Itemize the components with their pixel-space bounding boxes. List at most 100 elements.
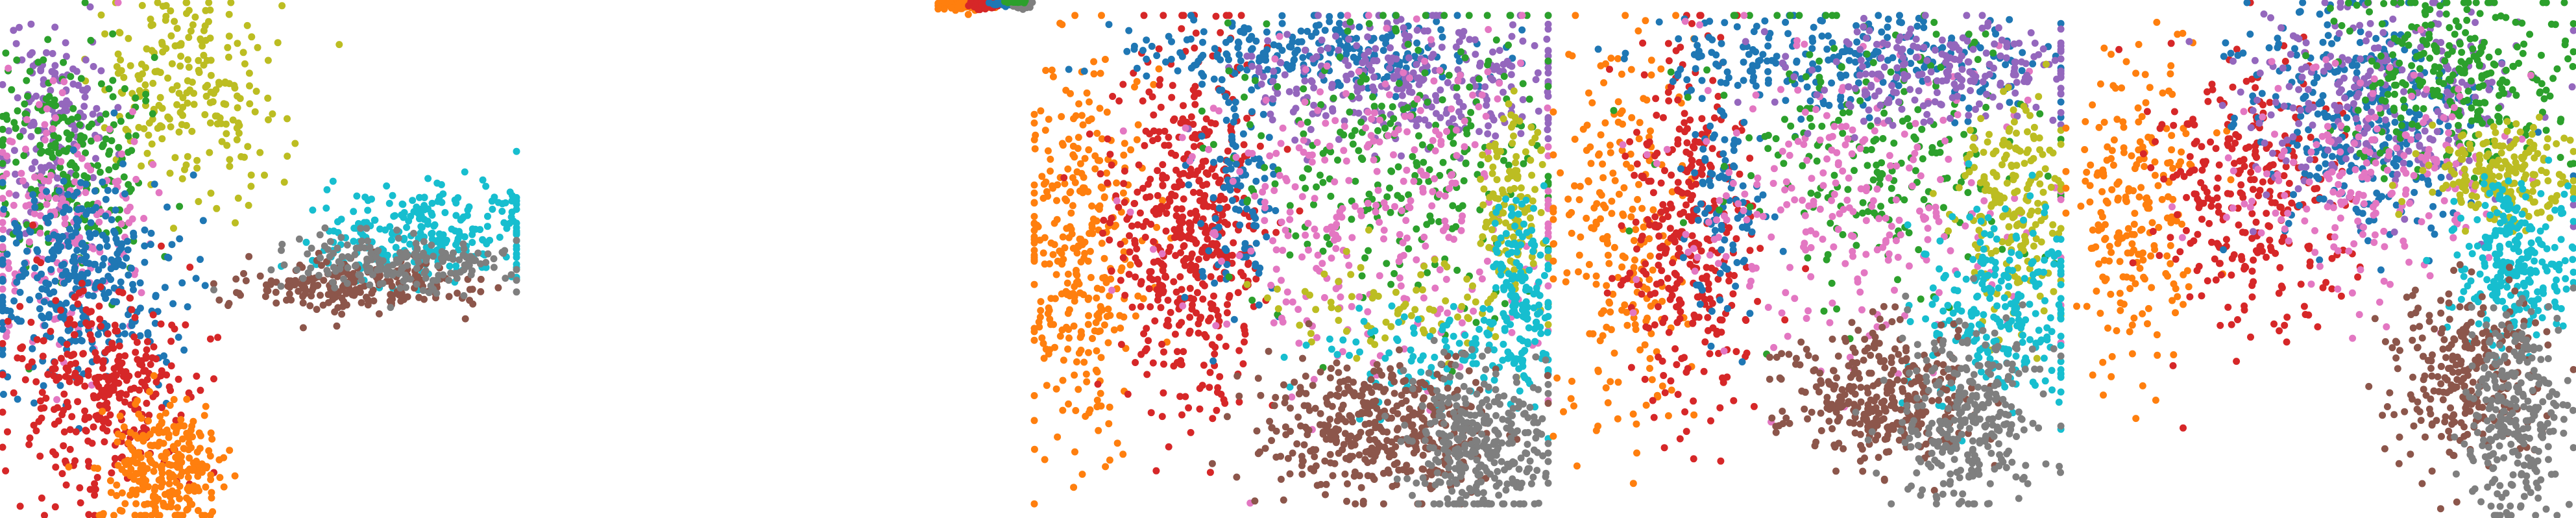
scatter-point (60, 406, 67, 414)
scatter-point (404, 252, 411, 260)
scatter-point (1424, 27, 1431, 35)
scatter-point (1176, 178, 1183, 185)
scatter-point (1143, 217, 1150, 225)
scatter-point (43, 188, 51, 195)
scatter-point (393, 227, 401, 234)
scatter-point (1225, 12, 1233, 19)
scatter-point (1060, 356, 1067, 364)
scatter-point (1496, 47, 1503, 55)
scatter-point (30, 210, 38, 217)
scatter-point (1211, 215, 1219, 223)
scatter-point (103, 236, 110, 243)
scatter-point (16, 132, 24, 140)
scatter-point (306, 302, 314, 310)
scatter-point (1100, 321, 1108, 329)
scatter-point (138, 162, 145, 170)
scatter-point (1396, 230, 1403, 238)
scatter-point (1250, 221, 1258, 229)
scatter-point (45, 162, 53, 169)
scatter-point (1467, 108, 1475, 116)
scatter-point (13, 56, 21, 64)
scatter-point (1147, 303, 1154, 311)
scatter-point (1319, 149, 1327, 157)
scatter-point (99, 261, 106, 269)
scatter-point (210, 375, 217, 383)
scatter-point (1198, 80, 1206, 88)
scatter-point (51, 96, 58, 104)
scatter-point (178, 279, 186, 287)
scatter-point (1261, 164, 1269, 171)
scatter-point (1211, 343, 1219, 351)
scatter-point (308, 244, 315, 252)
scatter-point (1460, 177, 1468, 184)
scatter-point (437, 232, 444, 240)
scatter-point (1205, 247, 1213, 254)
scatter-point (36, 452, 44, 460)
scatter-point (1364, 199, 1372, 207)
scatter-point (122, 125, 130, 133)
scatter-point (131, 314, 139, 321)
scatter-point (128, 321, 136, 329)
scatter-point (1500, 115, 1507, 123)
scatter-point (413, 203, 420, 211)
scatter-point (1143, 371, 1151, 378)
scatter-point (246, 82, 253, 90)
scatter-point (145, 417, 152, 425)
scatter-point (132, 94, 140, 102)
scatter-point (1210, 292, 1217, 300)
scatter-point (1348, 216, 1355, 223)
scatter-point (1084, 321, 1092, 328)
scatter-point (1105, 21, 1113, 29)
scatter-point (1211, 279, 1219, 287)
scatter-point (1149, 137, 1156, 145)
scatter-point (1158, 340, 1166, 348)
scatter-point (1343, 157, 1350, 165)
scatter-point (363, 293, 370, 301)
scatter-point (1080, 68, 1088, 75)
scatter-point (193, 373, 200, 380)
scatter-point (1269, 95, 1276, 103)
scatter-point (62, 481, 70, 489)
scatter-point (156, 438, 164, 446)
scatter-point (132, 500, 140, 508)
scatter-point (169, 300, 177, 308)
scatter-point (1083, 89, 1091, 97)
scatter-point (1090, 58, 1098, 66)
scatter-point (234, 194, 242, 202)
scatter-point (1049, 251, 1057, 258)
scatter-point (1205, 317, 1213, 325)
scatter-point (196, 445, 204, 452)
scatter-point (0, 219, 6, 227)
scatter-point (151, 68, 159, 75)
scatter-point (146, 430, 154, 438)
scatter-point (1369, 93, 1377, 101)
scatter-point (97, 80, 105, 88)
scatter-point (1211, 45, 1219, 53)
scatter-point (1180, 195, 1187, 203)
scatter-point (1232, 153, 1240, 161)
scatter-point (133, 338, 141, 346)
scatter-point (84, 438, 92, 445)
scatter-point (1060, 174, 1068, 182)
scatter-point (1270, 187, 1278, 194)
scatter-point (1436, 266, 1444, 274)
scatter-point (25, 441, 33, 449)
scatter-point (1544, 126, 1551, 134)
scatter-point (233, 289, 240, 297)
scatter-point (1222, 343, 1230, 350)
scatter-point (1103, 169, 1110, 177)
scatter-point (1368, 66, 1375, 74)
scatter-point (40, 337, 47, 345)
scatter-point (100, 254, 108, 262)
scatter-point (1294, 38, 1302, 46)
scatter-point (155, 189, 163, 197)
scatter-point (1429, 12, 1437, 19)
scatter-point (1238, 28, 1246, 36)
scatter-point (256, 272, 264, 280)
scatter-point (307, 264, 315, 272)
scatter-point (264, 94, 272, 102)
scatter-point (1121, 167, 1128, 175)
scatter-point (193, 458, 200, 465)
scatter-point (1213, 240, 1221, 247)
scatter-point (72, 428, 80, 436)
